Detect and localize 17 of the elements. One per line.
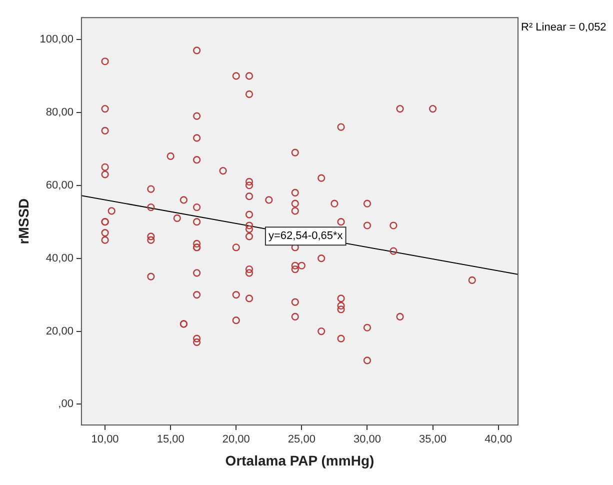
y-tick-label: 80,00	[46, 106, 74, 118]
text: R² Linear = 0,052	[521, 22, 606, 34]
x-tick-label: 30,00	[353, 434, 382, 446]
annotation: y=62,54-0,65*x	[268, 230, 344, 242]
y-tick-label: 60,00	[46, 179, 74, 192]
x-tick-label: 25,00	[288, 434, 316, 446]
x-tick-label: 15,00	[156, 434, 184, 446]
x-tick-label: 20,00	[222, 434, 250, 446]
y-tick-label: ,00	[58, 398, 74, 410]
x-tick-label: 10,00	[91, 434, 119, 446]
x-axis-title: Ortalama PAP (mmHg)	[225, 452, 374, 468]
y-tick-label: 20,00	[46, 325, 74, 338]
x-tick-label: 35,00	[419, 434, 447, 446]
y-tick-label: 100,00	[40, 34, 74, 46]
x-tick-label: 40,00	[484, 434, 512, 446]
y-axis-title: rMSSD	[15, 198, 32, 244]
y-tick-label: 40,00	[46, 252, 74, 264]
